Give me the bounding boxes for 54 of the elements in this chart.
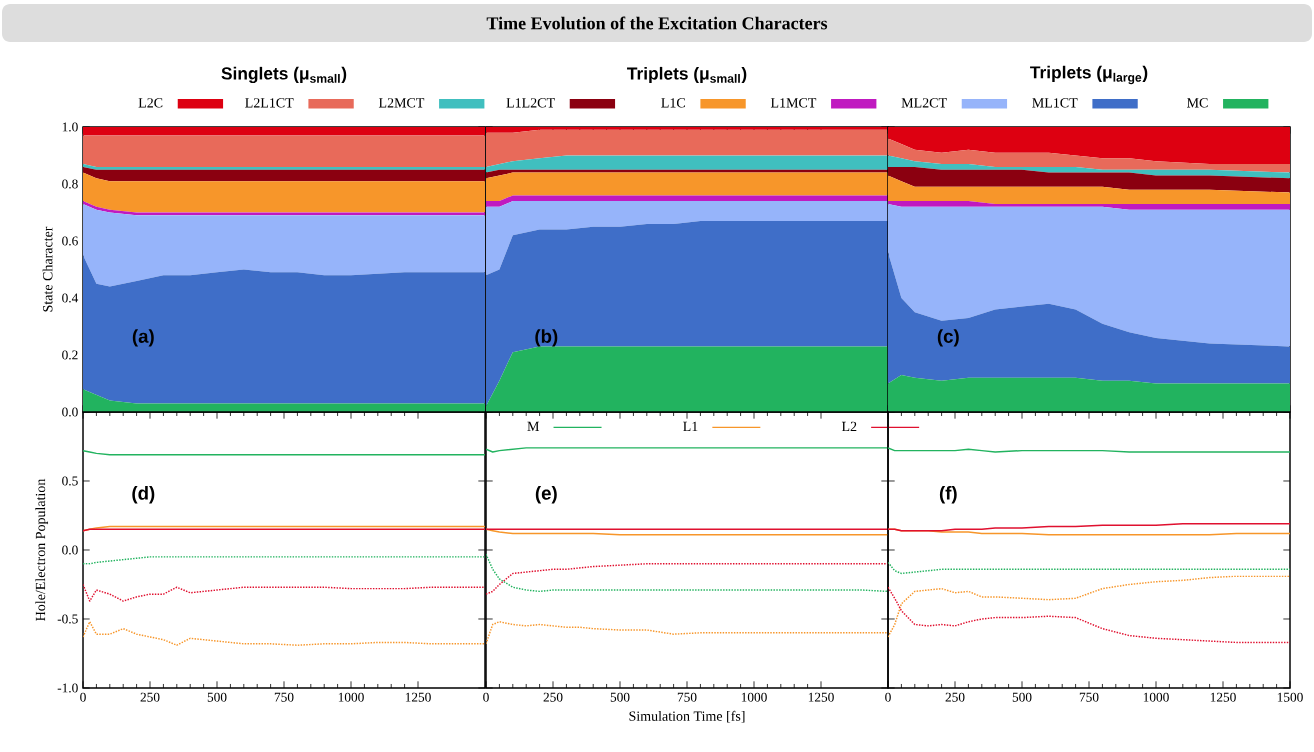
- chart-subtitle: Triplets (μ$_{small}$): [627, 66, 747, 84]
- legend-label: L1: [683, 421, 698, 431]
- x-tick-label: 500: [207, 692, 227, 702]
- x-tick-label: 750: [274, 692, 294, 702]
- x-tick-label: 1500: [1277, 692, 1303, 702]
- legend-label: MC: [1187, 98, 1208, 108]
- x-tick-label: 1000: [1143, 692, 1169, 702]
- y-tick-label: 0.2: [62, 350, 78, 360]
- y-axis-title: Hole/Electron Population: [35, 478, 49, 621]
- x-tick-label: 1000: [741, 692, 767, 702]
- legend-label: L1MCT: [770, 98, 817, 108]
- x-tick-label: 500: [1012, 692, 1032, 702]
- y-tick-label: 0.8: [62, 179, 78, 189]
- chart-title: Time Evolution of the Excitation Characters: [486, 16, 828, 30]
- legend-label: ML1CT: [1032, 98, 1078, 108]
- legend-label: L2: [841, 421, 857, 431]
- x-tick-label: 250: [543, 692, 563, 702]
- x-axis-title: Simulation Time [fs]: [629, 710, 745, 723]
- y-tick-label: 0.0: [62, 545, 78, 555]
- annotation: (d): [132, 486, 155, 504]
- chart-subtitle: Singlets (μ$_{small}$): [221, 66, 347, 84]
- legend-label: M: [527, 421, 540, 431]
- y-tick-label: 0.0: [62, 407, 78, 417]
- x-tick-label: 1250: [808, 692, 834, 702]
- x-tick-label: 250: [945, 692, 965, 702]
- legend-label: ML2CT: [901, 98, 947, 108]
- legend-label: L2L1CT: [245, 98, 294, 108]
- chart-subtitle: Triplets (μ$_{large}$): [1030, 65, 1148, 85]
- x-tick-label: 1250: [405, 692, 431, 702]
- legend-label: L2C: [138, 98, 163, 108]
- x-tick-label: 500: [610, 692, 630, 702]
- legend-label: L1L2CT: [506, 98, 555, 108]
- x-tick-label: 1250: [1210, 692, 1236, 702]
- x-tick-label: 750: [677, 692, 697, 702]
- annotation: (c): [937, 329, 959, 347]
- legend-label: L1C: [661, 98, 685, 108]
- y-tick-label: -1.0: [57, 683, 78, 693]
- x-tick-label: 0: [885, 692, 891, 702]
- x-tick-label: 0: [483, 692, 489, 702]
- y-tick-label: -0.5: [57, 614, 78, 624]
- annotation: (e): [535, 486, 557, 504]
- x-tick-label: 750: [1079, 692, 1099, 702]
- x-tick-label: 0: [80, 692, 86, 702]
- annotation: (b): [535, 329, 558, 347]
- legend-label: L2MCT: [378, 98, 425, 108]
- x-tick-label: 250: [140, 692, 160, 702]
- y-tick-label: 0.4: [62, 293, 79, 303]
- annotation: (a): [132, 329, 154, 347]
- y-tick-label: 0.6: [62, 236, 78, 246]
- annotation: (f): [939, 486, 957, 504]
- y-axis-title: State Character: [42, 226, 53, 312]
- x-tick-label: 1000: [338, 692, 364, 702]
- y-tick-label: 1.0: [62, 122, 78, 132]
- y-tick-label: 0.5: [62, 476, 78, 486]
